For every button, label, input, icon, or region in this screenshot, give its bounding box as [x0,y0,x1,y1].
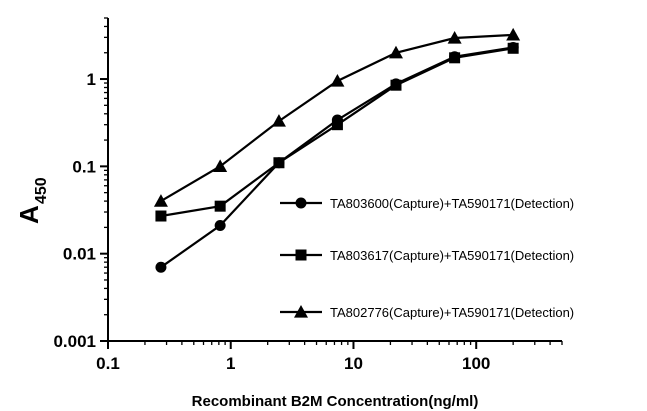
legend-marker-circle [295,197,307,209]
y-tick-label: 0.001 [53,332,96,351]
data-point-square [331,119,343,131]
legend-label: TA803600(Capture)+TA590171(Detection) [330,196,574,211]
data-point-square [449,52,461,64]
x-tick-label: 100 [462,354,490,373]
x-axis-title: Recombinant B2M Concentration(ng/ml) [192,393,479,410]
data-point-square [390,79,402,91]
y-axis-title-group: A 450 [14,177,50,224]
x-tick-label: 0.1 [96,354,120,373]
legend-entry-1: TA803600(Capture)+TA590171(Detection) [280,196,574,211]
y-tick-label: 1 [87,70,96,89]
y-axis-title-subscript: 450 [33,177,50,204]
data-point-square [214,200,226,212]
y-axis-title: A [14,205,44,224]
legend-entry-2: TA803617(Capture)+TA590171(Detection) [280,248,574,263]
data-point-triangle [271,114,286,127]
data-point-square [507,42,519,54]
data-point-square [155,210,167,222]
series-layer [153,27,521,273]
legend-entry-3: TA802776(Capture)+TA590171(Detection) [280,305,574,320]
legend-marker-square [295,249,307,261]
axes: 0.001 0.01 0.1 1 0.1 1 10 100 [53,17,563,373]
legend: TA803600(Capture)+TA590171(Detection) TA8… [280,196,574,320]
data-point-triangle [447,31,462,44]
x-tick-label: 10 [344,354,363,373]
series-2 [155,42,519,222]
data-point-triangle [213,159,228,172]
legend-marker-triangle [294,305,308,318]
data-point-triangle [153,194,168,207]
data-point-triangle [330,73,345,87]
y-tick-label: 0.1 [72,157,96,176]
legend-label: TA802776(Capture)+TA590171(Detection) [330,305,574,320]
x-tick-label: 1 [226,354,235,373]
data-point-triangle [506,27,521,41]
data-point-circle [214,220,226,232]
data-point-circle [155,261,167,273]
legend-label: TA803617(Capture)+TA590171(Detection) [330,248,574,263]
data-point-triangle [388,45,403,59]
data-point-square [273,157,285,169]
series-3 [153,27,521,207]
series-line [160,47,514,218]
y-tick-label: 0.01 [63,245,96,264]
